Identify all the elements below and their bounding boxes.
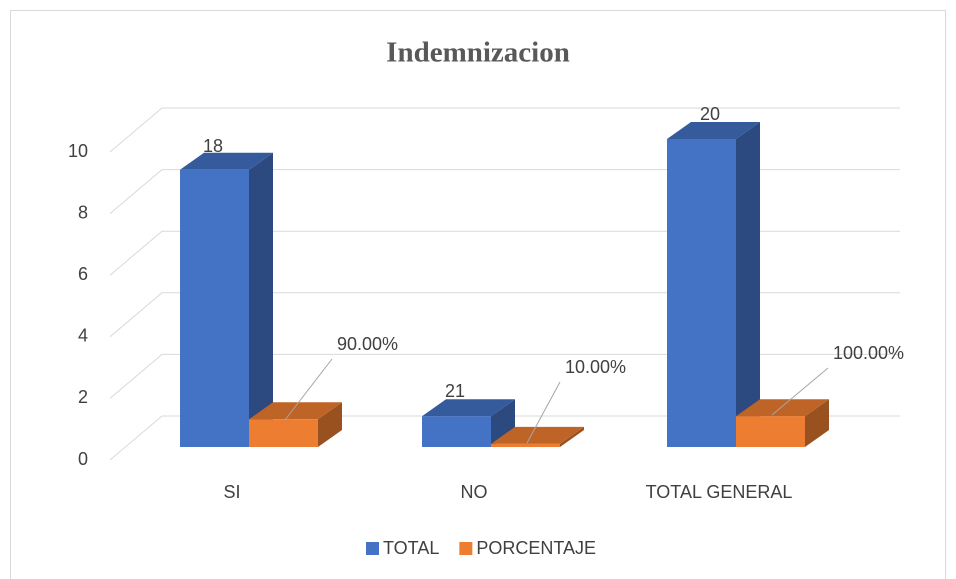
grid-line	[109, 415, 900, 461]
bar	[422, 416, 491, 447]
bar-side	[491, 399, 515, 447]
legend-swatch	[366, 542, 379, 555]
bar-annotation: 18	[203, 136, 223, 156]
legend-label: PORCENTAJE	[476, 538, 596, 558]
leader-line	[526, 381, 561, 444]
grid-line	[109, 292, 900, 338]
bar-top	[422, 399, 515, 417]
y-tick-label: 2	[78, 387, 88, 407]
grid-line	[109, 230, 900, 276]
bar-side	[249, 152, 273, 448]
leader-line	[771, 367, 829, 416]
legend-swatch	[459, 542, 473, 555]
value-label: 10.00%	[565, 357, 626, 377]
value-label: 90.00%	[337, 334, 398, 354]
bar-side	[805, 399, 829, 447]
bar	[180, 169, 249, 448]
value-label: 100.00%	[833, 343, 904, 363]
leader-line	[284, 358, 333, 421]
x-tick-label: SI	[223, 482, 240, 502]
grid-line	[109, 169, 900, 214]
bar-annotation: 21	[445, 381, 465, 401]
bar-top	[249, 402, 342, 420]
bar-side	[318, 402, 342, 447]
y-tick-label: 6	[78, 264, 88, 284]
y-tick-label: 4	[78, 326, 88, 346]
chart-frame	[10, 10, 946, 579]
bar-top	[180, 152, 273, 170]
x-tick-label: TOTAL GENERAL	[646, 482, 793, 502]
bar-annotation: 20	[700, 104, 720, 124]
y-tick-label: 8	[78, 202, 88, 222]
bar	[736, 416, 805, 447]
bar	[667, 139, 736, 447]
bar	[491, 443, 560, 447]
grid-line	[109, 107, 900, 153]
y-tick-label: 0	[78, 449, 88, 469]
legend-label: TOTAL	[383, 538, 439, 558]
bar	[249, 419, 318, 447]
bar-side	[560, 426, 584, 447]
bar-top	[491, 426, 584, 444]
grid-line	[109, 353, 900, 399]
bar-top	[736, 399, 829, 417]
chart-title: Indemnizacion	[386, 37, 570, 69]
y-tick-label: 10	[68, 141, 88, 161]
x-tick-label: NO	[461, 482, 488, 502]
bar-side	[736, 122, 760, 447]
bar-top	[667, 122, 760, 139]
